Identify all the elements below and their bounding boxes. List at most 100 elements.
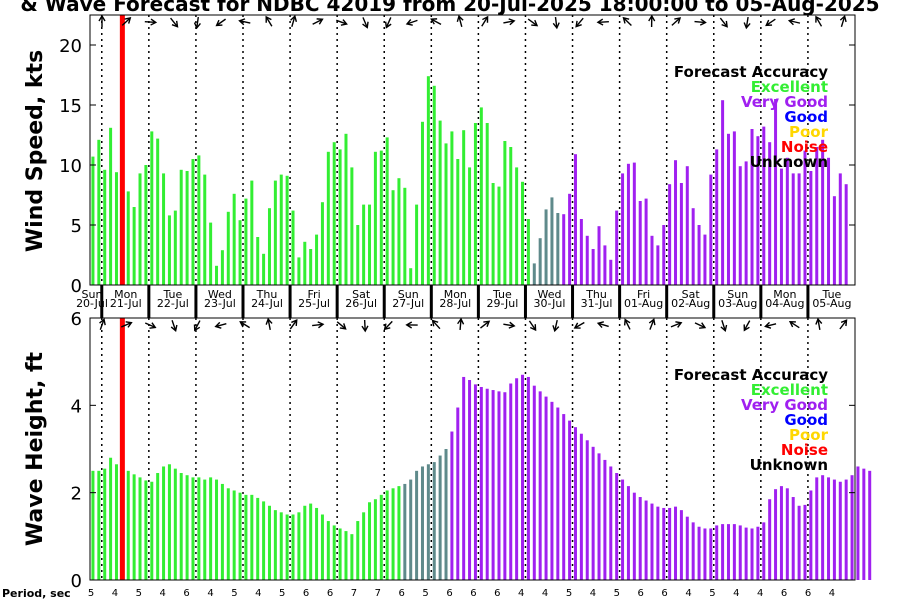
wave-bar [762,522,766,580]
wave-bar [679,510,683,580]
wind-bar [132,207,136,285]
wind-bar [573,154,577,285]
wind-direction-arrow [362,17,369,29]
wave-bar [609,466,613,580]
wave-direction-arrow [670,321,683,328]
arrow-shaft [598,21,609,23]
wind-bar [662,225,666,285]
wave-direction-arrow [361,319,369,333]
wind-ytick-label: 0 [71,276,82,297]
wave-direction-arrow [336,321,347,330]
wind-bar [685,166,689,285]
wind-bar [373,151,377,285]
wave-direction-arrow [170,320,178,332]
arrow-shaft [481,17,488,27]
wind-bar [144,165,148,285]
wave-bar [468,380,472,580]
wave-direction-arrow [528,320,537,332]
arrow-head [265,317,273,325]
wave-bar [185,475,189,580]
arrow-head [788,320,796,328]
wave-direction-arrow [289,319,298,330]
arrow-shaft [194,320,201,330]
wave-ytick-label: 4 [71,396,82,417]
wind-bar [103,169,107,285]
wind-bar [803,150,807,285]
wave-bar [738,525,742,580]
wave-direction-arrow [764,321,777,329]
wind-direction-arrow [98,14,106,27]
wind-bar [797,173,801,285]
wind-bar [791,173,795,285]
arrow-head [239,321,247,328]
wind-bar [356,225,360,285]
wind-direction-arrow [290,14,298,27]
period-value: 6 [183,588,189,599]
wave-bar [97,470,101,580]
wave-direction-arrow [144,322,157,329]
wind-bar [409,268,413,285]
arrow-head [405,19,413,26]
arrow-shaft [694,322,705,328]
day-strip-divider [335,285,339,318]
wind-bar [385,137,389,285]
arrow-shaft [527,18,537,26]
wave-bar [485,388,489,580]
arrow-shaft [267,319,271,331]
wind-bar [703,234,707,285]
wind-bar [485,123,489,285]
wave-bar [362,512,366,580]
wave-bar [538,391,542,580]
arrow-shaft [745,16,749,28]
day-strip-divider [712,285,716,318]
wave-direction-arrow [552,319,560,333]
period-value: 7 [351,588,357,599]
wave-bar [385,490,389,580]
wave-bar [215,479,219,580]
arrow-head [125,321,133,328]
wind-bar [350,167,354,285]
wind-direction-arrow [552,16,560,30]
wave-bar [279,512,283,580]
arrow-head [430,18,438,25]
wave-bar [420,466,424,580]
wind-bar [738,166,742,285]
day-strip-divider [523,285,527,318]
wave-bar [503,392,507,580]
period-value: 5 [136,588,142,599]
day-strip-divider [382,285,386,318]
period-value: 6 [805,588,811,599]
chart-title: & Wave Forecast for NDBC 42019 from 20-J… [20,0,879,16]
wind-bar [827,157,831,285]
wind-legend-item: Noise [781,138,828,156]
wind-bar [473,123,477,285]
wave-legend-item: Noise [781,441,828,459]
wave-bar [409,479,413,580]
wind-bar [244,198,248,285]
arrow-head [170,324,178,332]
day-label-dow: Mon [773,288,796,301]
wind-direction-arrow [503,18,516,26]
wind-bar [403,187,407,285]
arrow-shaft [817,319,821,331]
wind-bar [126,191,130,285]
day-label-date: 02-Aug [671,297,710,310]
wind-bar [597,226,601,285]
wind-bar [638,201,642,285]
wave-now-marker [119,318,125,580]
wave-bar [585,440,589,580]
arrow-shaft [386,17,392,27]
arrow-head [840,319,848,327]
wave-bar [303,505,307,580]
day-label-dow: Wed [537,288,561,301]
wave-bar [267,505,271,580]
arrow-head [124,16,132,24]
day-label-date: 22-Jul [157,297,189,310]
wind-direction-arrow [405,19,418,26]
wave-bar [838,481,842,580]
arrow-head [483,320,491,327]
wind-ytick-label: 20 [59,36,82,57]
wave-bar [832,479,836,580]
wave-bar [868,470,872,580]
